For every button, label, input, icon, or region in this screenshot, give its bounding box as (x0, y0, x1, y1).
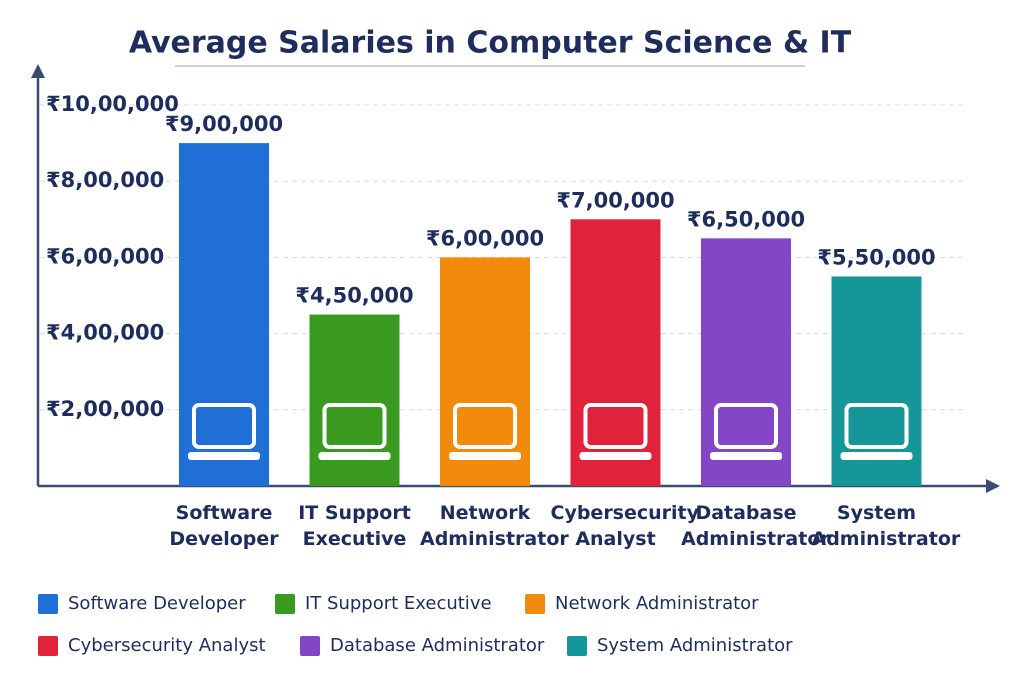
bar-icon (192, 403, 256, 449)
bar-icon (322, 403, 387, 449)
y-tick-label: ₹6,00,000 (46, 244, 164, 268)
legend-swatch (38, 636, 58, 656)
legend-label: Database Administrator (330, 635, 545, 656)
bar-icon-base (840, 452, 913, 460)
legend-swatch (275, 594, 295, 614)
bar-icon-base (579, 452, 652, 460)
x-tick-label: Cybersecurity Analyst (550, 502, 700, 550)
bar-group: ₹7,00,000 (556, 188, 675, 487)
legend-label: Software Developer (68, 593, 246, 614)
legend-label: Network Administrator (555, 593, 759, 614)
bar-icon (583, 403, 648, 449)
data-label: ₹6,50,000 (687, 207, 805, 231)
y-tick-label: ₹8,00,000 (46, 168, 164, 192)
y-tick-label: ₹10,00,000 (46, 92, 179, 116)
x-tick-label: System Administrator (811, 502, 961, 550)
y-tick-label: ₹4,00,000 (46, 321, 164, 345)
bar (831, 276, 922, 486)
bar-icon (453, 403, 517, 449)
data-label: ₹6,00,000 (426, 226, 544, 250)
x-tick-label: Network Administrator (420, 502, 569, 550)
y-tick-label: ₹2,00,000 (46, 397, 164, 421)
data-label: ₹7,00,000 (556, 188, 674, 212)
bar-group: ₹6,00,000 (426, 226, 544, 486)
bar (440, 257, 530, 486)
bar (309, 314, 400, 486)
legend-swatch (525, 594, 545, 614)
bar-group: ₹9,00,000 (165, 112, 283, 486)
bar-group: ₹4,50,000 (295, 284, 414, 486)
data-label: ₹5,50,000 (817, 245, 935, 269)
data-label: ₹4,50,000 (295, 284, 413, 308)
legend-swatch (38, 594, 58, 614)
bar-group: ₹5,50,000 (817, 245, 936, 486)
bar-icon-base (449, 452, 521, 460)
legend-label: System Administrator (597, 635, 793, 656)
data-label: ₹9,00,000 (165, 112, 283, 136)
legend-swatch (300, 636, 320, 656)
bar-icon-base (710, 452, 782, 460)
x-axis-arrow (986, 479, 1000, 493)
bar-icon-base (318, 452, 391, 460)
chart-title: Average Salaries in Computer Science & I… (129, 26, 852, 61)
bar-icon-base (188, 452, 260, 460)
x-tick-label: Software Developer (169, 502, 279, 550)
bar-icon (714, 403, 778, 449)
bar-icon (844, 403, 909, 449)
legend-label: IT Support Executive (305, 593, 492, 614)
x-tick-label: Database Administrator (681, 502, 830, 550)
x-tick-label: IT Support Executive (298, 502, 411, 550)
legend-swatch (567, 636, 587, 656)
legend-label: Cybersecurity Analyst (68, 635, 266, 656)
bar-group: ₹6,50,000 (687, 207, 805, 486)
y-axis-arrow (31, 64, 45, 78)
